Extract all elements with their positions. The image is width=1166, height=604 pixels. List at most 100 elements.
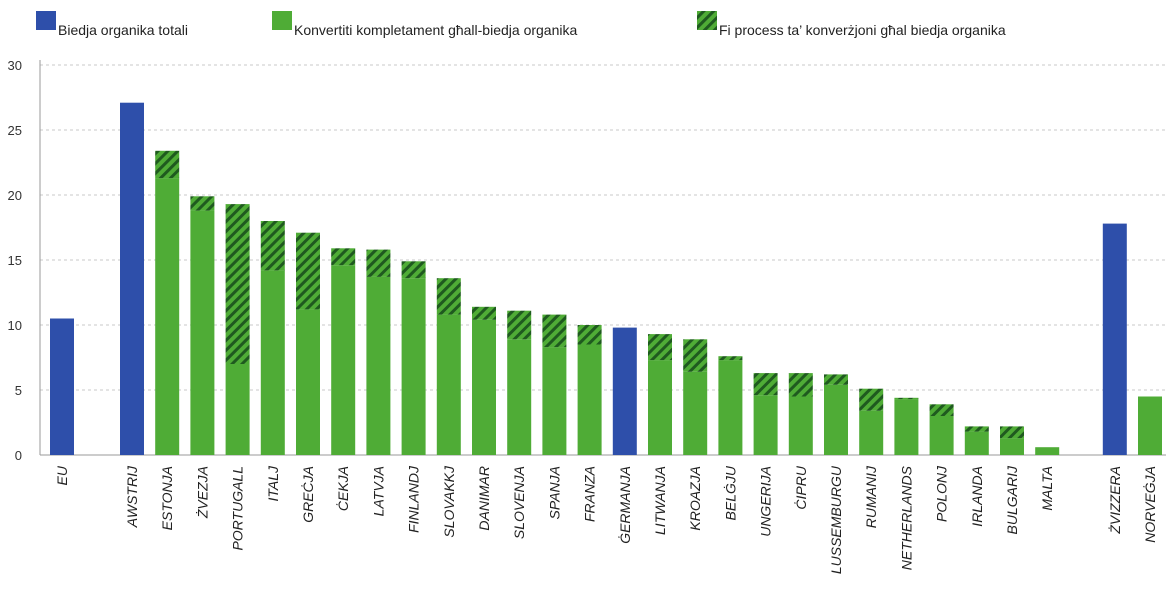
- bar-5-converted: [260, 270, 285, 455]
- bar-5-conversion: [260, 221, 285, 271]
- bar-22-converted: [859, 410, 884, 455]
- bar-21-converted: [824, 384, 848, 455]
- x-label-28: ŻVIZZERA: [1107, 466, 1123, 535]
- x-label-24: POLONJ: [934, 465, 950, 522]
- bar-26-converted: [1000, 438, 1024, 455]
- bar-24-converted: [929, 416, 954, 455]
- bar-14-conversion: [577, 325, 602, 345]
- bar-21-conversion: [824, 374, 848, 385]
- bar-15-total: [612, 327, 637, 455]
- x-label-15: ĠERMANJA: [617, 466, 633, 544]
- bar-1-total: [120, 102, 144, 455]
- bar-7-conversion: [331, 248, 356, 266]
- x-label-26: BULGARIJ: [1004, 465, 1020, 534]
- x-label-5: ITALJ: [265, 465, 281, 502]
- y-tick-label-25: 25: [8, 123, 22, 138]
- bar-12-converted: [507, 339, 532, 455]
- x-label-1: AWSTRIJ: [124, 465, 140, 528]
- bar-13-converted: [542, 347, 567, 455]
- bar-16-conversion: [648, 334, 672, 361]
- y-tick-label-10: 10: [8, 318, 22, 333]
- x-label-29: NORVEĠJA: [1142, 466, 1158, 543]
- x-label-19: UNGERIJA: [758, 466, 774, 537]
- x-label-14: FRANZA: [582, 466, 598, 522]
- x-label-23: NETHERLANDS: [898, 465, 914, 570]
- bar-28-total: [1102, 223, 1127, 455]
- bar-14-converted: [577, 344, 602, 455]
- bar-27-converted: [1035, 447, 1060, 455]
- bar-25-converted: [964, 431, 989, 455]
- bar-0-total: [50, 318, 74, 455]
- x-label-16: LITWANJA: [652, 466, 668, 535]
- bar-4-converted: [225, 364, 250, 455]
- x-label-27: MALTA: [1039, 466, 1055, 511]
- bar-11-converted: [472, 319, 496, 455]
- bar-17-converted: [683, 371, 708, 455]
- bar-7-converted: [331, 265, 356, 455]
- y-tick-label-5: 5: [15, 383, 22, 398]
- bar-29-converted: [1138, 396, 1162, 455]
- x-label-13: SPANJA: [546, 466, 562, 519]
- bar-12-conversion: [507, 310, 532, 340]
- bar-2-converted: [155, 178, 180, 455]
- x-label-12: SLOVENJA: [511, 466, 527, 539]
- x-axis-labels: EU AWSTRIJ ESTONJA ŻVEZJA PORTUGALL ITALJ GREĊ…: [54, 465, 1158, 574]
- legend: Biedja organika totali Konvertiti komple…: [36, 11, 1006, 38]
- bar-19-converted: [753, 395, 778, 455]
- bar-10-conversion: [436, 278, 461, 315]
- x-label-11: DANIMAR: [476, 466, 492, 531]
- bar-8-converted: [366, 276, 391, 455]
- bar-11-conversion: [472, 306, 496, 320]
- legend-item-converted: Konvertiti kompletament għall-biedja org…: [272, 11, 577, 38]
- bar-8-conversion: [366, 249, 391, 277]
- x-label-25: IRLANDA: [969, 466, 985, 527]
- x-label-22: RUMANIJ: [863, 465, 879, 528]
- x-label-17: KROAZJA: [687, 466, 703, 531]
- bar-16-converted: [648, 360, 672, 455]
- x-label-7: ĊEKJA: [335, 466, 351, 511]
- bar-4-conversion: [225, 204, 250, 364]
- x-label-8: LATVJA: [370, 466, 386, 516]
- bar-25-conversion: [964, 426, 989, 432]
- bar-23-converted: [894, 399, 919, 455]
- bar-6-conversion: [296, 232, 320, 310]
- bar-23-conversion: [894, 397, 919, 400]
- x-label-2: ESTONJA: [159, 466, 175, 530]
- bar-19-conversion: [753, 373, 778, 396]
- bar-3-converted: [190, 210, 215, 455]
- x-label-3: ŻVEZJA: [194, 466, 210, 519]
- x-label-20: ĊIPRU: [793, 465, 809, 509]
- legend-label-conversion: Fi process ta’ konverżjoni għal biedja o…: [719, 22, 1006, 38]
- y-tick-label-30: 30: [8, 58, 22, 73]
- bar-26-conversion: [1000, 426, 1024, 439]
- bar-17-conversion: [683, 339, 708, 372]
- bar-9-converted: [401, 278, 426, 455]
- bar-18-converted: [718, 360, 743, 455]
- bar-20-conversion: [788, 373, 813, 397]
- legend-swatch-total: [36, 11, 56, 30]
- bar-3-conversion: [190, 196, 215, 211]
- bar-22-conversion: [859, 388, 884, 411]
- x-label-4: PORTUGALL: [230, 466, 246, 551]
- bar-2-conversion: [155, 150, 180, 179]
- x-label-10: SLOVAKKJ: [441, 465, 457, 538]
- x-label-6: GREĊJA: [300, 466, 316, 523]
- legend-item-total: Biedja organika totali: [36, 11, 188, 38]
- x-label-18: BELĠJU: [722, 465, 738, 520]
- legend-label-total: Biedja organika totali: [58, 22, 188, 38]
- legend-label-converted: Konvertiti kompletament għall-biedja org…: [294, 22, 577, 38]
- bar-9-conversion: [401, 261, 426, 279]
- bar-6-converted: [296, 309, 320, 455]
- legend-swatch-converted: [272, 11, 292, 30]
- legend-item-conversion: Fi process ta’ konverżjoni għal biedja o…: [697, 11, 1006, 38]
- bar-13-conversion: [542, 314, 567, 348]
- y-tick-label-0: 0: [15, 448, 22, 463]
- bar-10-converted: [436, 314, 461, 455]
- bar-18-conversion: [718, 356, 743, 361]
- x-label-21: LUSSEMBURGU: [828, 465, 844, 574]
- bar-24-conversion: [929, 404, 954, 416]
- legend-swatch-conversion: [697, 11, 717, 30]
- bars: [50, 102, 1162, 455]
- y-tick-label-15: 15: [8, 253, 22, 268]
